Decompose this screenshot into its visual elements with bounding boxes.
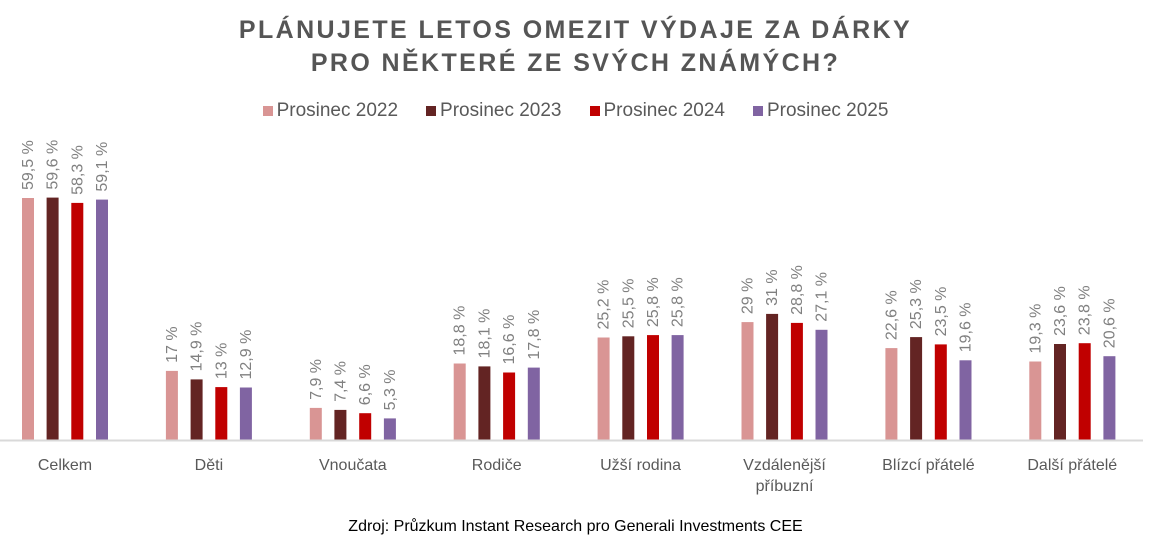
- data-label: 20,6 %: [1101, 298, 1118, 348]
- bar: [71, 202, 84, 440]
- data-label: 25,2 %: [596, 280, 613, 330]
- data-label: 59,6 %: [45, 140, 62, 190]
- bar: [503, 372, 516, 440]
- bar: [1029, 361, 1042, 440]
- category-label: Celkem: [38, 457, 92, 474]
- bar: [96, 199, 108, 440]
- legend-label-2025: Prosinec 2025: [766, 100, 889, 121]
- data-label: 25,8 %: [670, 277, 687, 327]
- category-label: Blízcí přátelé: [882, 457, 975, 474]
- bar: [910, 337, 923, 440]
- bar: [165, 370, 178, 440]
- data-label: 59,5 %: [20, 140, 37, 190]
- bar: [1078, 343, 1091, 440]
- bar: [46, 197, 59, 440]
- data-label: 25,5 %: [620, 278, 637, 328]
- data-label: 14,9 %: [189, 322, 206, 372]
- bar: [790, 322, 803, 440]
- bar: [453, 363, 466, 440]
- data-label: 18,8 %: [452, 306, 469, 356]
- bar: [334, 409, 347, 440]
- chart-title-line-2: PRO NĚKTERÉ ZE SVÝCH ZNÁMÝCH?: [310, 49, 841, 77]
- bar: [215, 387, 228, 440]
- data-label: 25,3 %: [908, 279, 925, 329]
- category-label: Vzdálenější: [743, 457, 826, 474]
- legend-item-2022: Prosinec 2022: [262, 100, 399, 122]
- legend: Prosinec 2022 Prosinec 2023 Prosinec 202…: [0, 100, 1151, 122]
- category-label: Vnoučata: [319, 457, 387, 474]
- category-label: příbuzní: [756, 478, 814, 495]
- data-label: 18,1 %: [476, 309, 493, 359]
- bar: [766, 313, 779, 440]
- data-label: 7,9 %: [308, 359, 325, 400]
- data-label: 6,6 %: [357, 364, 374, 405]
- data-label: 17 %: [164, 326, 181, 362]
- data-label: 13 %: [213, 343, 230, 379]
- bar: [597, 337, 610, 440]
- legend-label-2022: Prosinec 2022: [276, 100, 399, 121]
- data-label: 5,3 %: [382, 369, 399, 410]
- bar: [647, 335, 659, 440]
- legend-item-2025: Prosinec 2025: [752, 100, 889, 122]
- legend-item-2023: Prosinec 2023: [426, 100, 562, 122]
- bar: [239, 387, 252, 440]
- bar: [885, 348, 898, 440]
- legend-swatch-2024: [589, 106, 600, 116]
- bar: [527, 367, 540, 440]
- source-note: Zdroj: Průzkum Instant Research pro Gene…: [348, 518, 803, 535]
- chart-title-line-1: PLÁNUJETE LETOS OMEZIT VÝDAJE ZA DÁRKY: [238, 16, 913, 44]
- data-label: 59,1 %: [94, 142, 111, 192]
- data-label: 22,6 %: [883, 290, 900, 340]
- data-label: 12,9 %: [238, 330, 255, 380]
- legend-item-2024: Prosinec 2024: [589, 100, 725, 122]
- data-label: 29 %: [740, 278, 757, 314]
- data-label: 58,3 %: [69, 145, 86, 195]
- bar: [309, 407, 322, 440]
- bar: [1103, 356, 1116, 440]
- data-label: 23,5 %: [933, 287, 950, 337]
- category-label: Rodiče: [472, 457, 522, 474]
- legend-swatch-2025: [752, 106, 763, 116]
- category-label: Děti: [195, 457, 223, 474]
- bar: [359, 413, 372, 440]
- data-label: 23,6 %: [1052, 286, 1069, 336]
- bar: [1054, 344, 1066, 440]
- bar: [934, 344, 947, 440]
- data-label: 23,8 %: [1077, 285, 1094, 335]
- legend-label-2024: Prosinec 2024: [603, 100, 725, 121]
- data-label: 7,4 %: [332, 361, 349, 402]
- bar: [741, 322, 754, 440]
- bar: [671, 335, 684, 440]
- legend-swatch-2023: [426, 106, 437, 116]
- data-label: 19,6 %: [958, 302, 975, 352]
- bar: [383, 418, 396, 440]
- data-label: 28,8 %: [789, 265, 806, 315]
- bar: [22, 198, 34, 440]
- bar: [622, 336, 635, 440]
- data-label: 17,8 %: [526, 310, 543, 360]
- category-label: Další přátelé: [1027, 457, 1117, 474]
- bar: [478, 366, 491, 440]
- data-label: 27,1 %: [814, 272, 831, 322]
- bar: [190, 379, 203, 440]
- legend-swatch-2022: [262, 106, 273, 116]
- data-label: 31 %: [764, 269, 781, 305]
- data-label: 16,6 %: [501, 315, 518, 365]
- category-label: Užší rodina: [600, 457, 681, 474]
- chart-title: PLÁNUJETE LETOS OMEZIT VÝDAJE ZA DÁRKY P…: [0, 14, 1151, 80]
- data-label: 25,8 %: [645, 277, 662, 327]
- legend-label-2023: Prosinec 2023: [440, 100, 562, 121]
- bar: [815, 329, 828, 440]
- bar: [959, 360, 972, 440]
- data-label: 19,3 %: [1027, 304, 1044, 354]
